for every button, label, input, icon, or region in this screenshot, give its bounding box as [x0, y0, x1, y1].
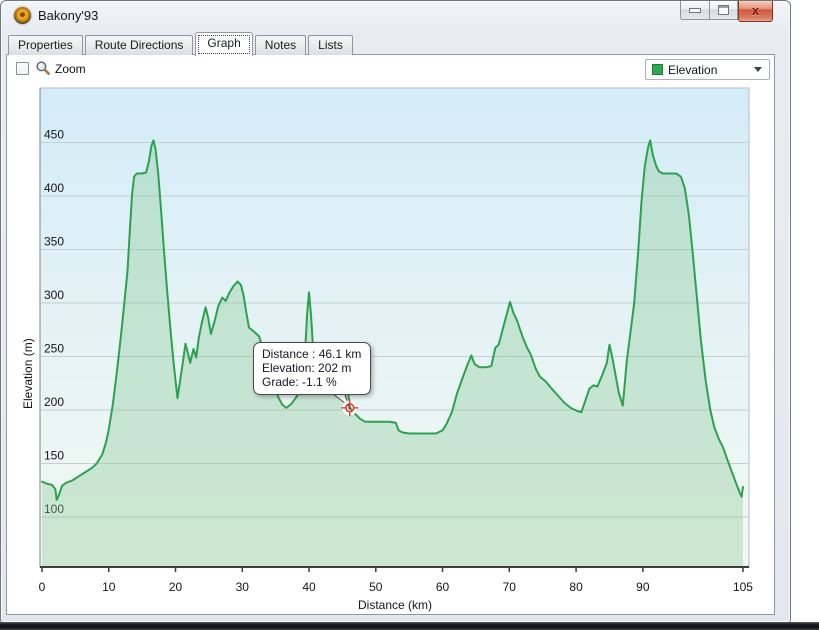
title-bar[interactable]: Bakony'93 x	[1, 1, 790, 31]
app-icon	[14, 7, 31, 24]
zoom-checkbox-label: Zoom	[55, 62, 86, 76]
tooltip-grade: Grade: -1.1 %	[262, 375, 337, 389]
maximize-icon	[718, 5, 729, 15]
minimize-button[interactable]	[680, 1, 709, 20]
close-button[interactable]: x	[738, 1, 773, 22]
maximize-button[interactable]	[709, 1, 738, 20]
series-selector-combobox[interactable]: Elevation	[645, 59, 770, 80]
tab-properties[interactable]: Properties	[8, 35, 83, 55]
app-window: Bakony'93 x Properties Route Directions …	[0, 0, 791, 623]
chevron-down-icon[interactable]	[754, 67, 762, 72]
series-selector-value: Elevation	[668, 62, 718, 77]
x-axis-title: Distance (km)	[357, 598, 433, 612]
chart-tooltip: Distance : 46.1 km Elevation: 202 m Grad…	[253, 342, 372, 395]
window-title: Bakony'93	[38, 8, 99, 23]
tab-strip: Properties Route Directions Graph Notes …	[8, 32, 355, 56]
tab-graph[interactable]: Graph	[195, 32, 253, 56]
tab-notes[interactable]: Notes	[254, 35, 307, 55]
y-axis-title: Elevation (m)	[21, 338, 35, 409]
graph-tab-page: Zoom Elevation	[6, 54, 775, 615]
series-color-swatch	[652, 64, 663, 75]
close-icon: x	[751, 3, 760, 18]
magnifier-icon	[36, 61, 50, 75]
tooltip-distance: Distance : 46.1 km	[262, 347, 362, 361]
tab-lists[interactable]: Lists	[308, 35, 353, 55]
zoom-checkbox[interactable]	[16, 62, 29, 75]
tab-route-directions[interactable]: Route Directions	[84, 35, 194, 55]
window-controls: x	[680, 1, 773, 22]
tooltip-elevation: Elevation: 202 m	[262, 361, 352, 375]
screen-bottom-edge	[0, 622, 819, 630]
minimize-icon	[689, 7, 701, 13]
